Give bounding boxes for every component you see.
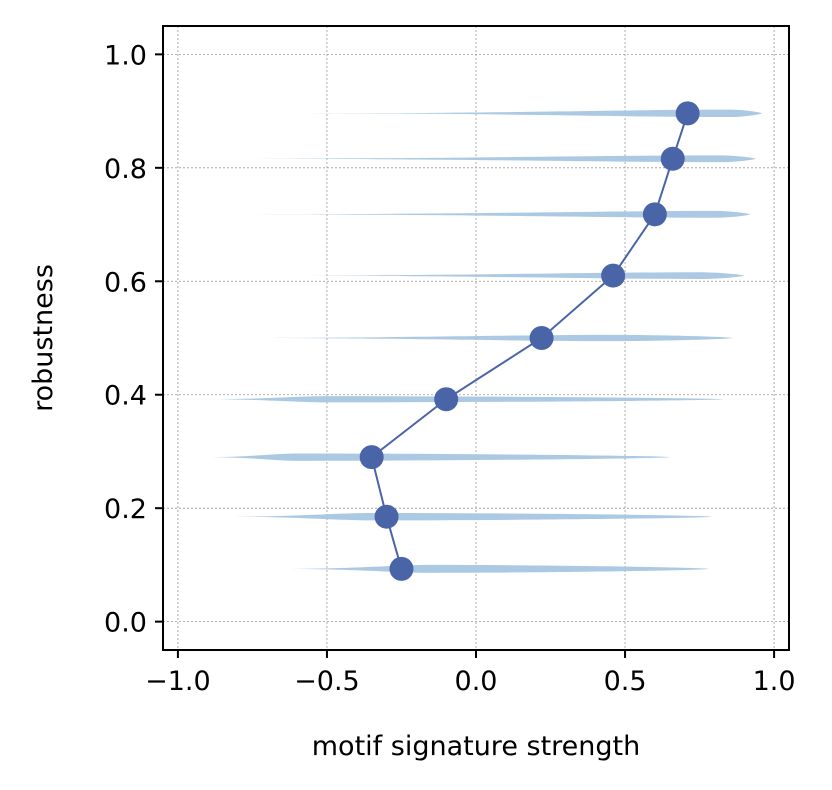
violin: [213, 334, 733, 342]
x-tick-label: −1.0: [145, 666, 211, 697]
data-point: [642, 202, 667, 227]
violin: [204, 453, 670, 461]
violin-layer: [204, 109, 763, 573]
y-tick-label: 0.6: [104, 267, 147, 298]
y-tick-label: 0.8: [104, 154, 147, 185]
violin: [207, 155, 757, 163]
y-tick-label: 0.2: [104, 494, 147, 525]
violin: [282, 564, 709, 573]
data-point: [359, 445, 384, 470]
x-tick-label: 0.0: [455, 666, 498, 697]
y-tick-label: 0.0: [104, 608, 147, 639]
violin: [204, 396, 724, 403]
data-point: [434, 387, 459, 412]
violin: [237, 210, 751, 218]
x-tick-label: 1.0: [753, 666, 796, 697]
x-tick-label: −0.5: [294, 666, 360, 697]
violin: [225, 513, 712, 521]
data-point: [660, 146, 685, 171]
data-point: [601, 263, 626, 288]
violin: [297, 109, 763, 118]
y-tick-label: 0.4: [104, 381, 147, 412]
point-layer: [359, 101, 700, 581]
tick-layer: −1.0 −0.5 0.0 0.5 1.0 0.0 0.2 0.4 0.6 0.8 1.0: [104, 40, 796, 697]
x-tick-label: 0.5: [604, 666, 647, 697]
x-axis-label: motif signature strength: [312, 731, 640, 762]
y-tick-label: 1.0: [104, 40, 147, 71]
data-point: [675, 101, 700, 126]
data-point: [389, 556, 414, 581]
data-point: [374, 504, 399, 529]
y-axis-label: robustness: [28, 264, 59, 412]
data-point: [529, 326, 554, 350]
